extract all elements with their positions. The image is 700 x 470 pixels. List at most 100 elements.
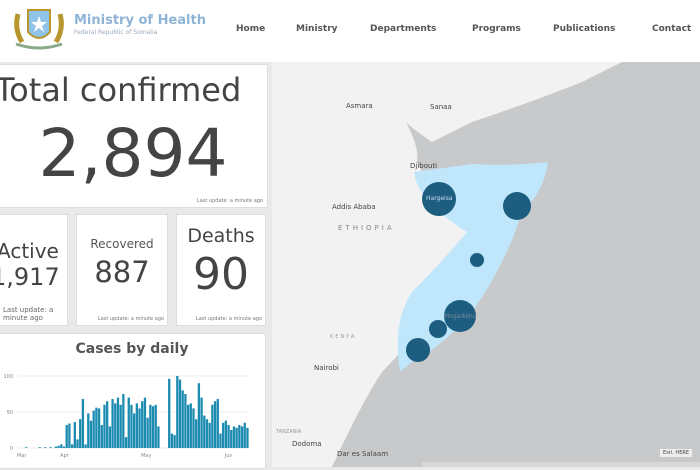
y-tick-label: 0	[10, 446, 13, 452]
recovered-label: Recovered	[90, 237, 154, 251]
bubble-south	[429, 320, 447, 338]
bar	[224, 420, 228, 448]
bar	[216, 399, 219, 448]
bar	[124, 437, 128, 448]
deaths-updated: Last update: a minute ago	[195, 316, 262, 322]
bar	[186, 404, 190, 448]
total-confirmed-card: Total confirmed 2,894 Last update: a min…	[0, 64, 268, 208]
map[interactable]: Asmara Sanaa Djibouti Addis Ababa ETHIOP…	[272, 62, 700, 467]
active-value: 1,917	[0, 263, 60, 291]
bar	[205, 419, 209, 448]
nav-ministry[interactable]: Ministry	[296, 24, 338, 34]
bar	[240, 426, 244, 448]
bar	[62, 446, 66, 448]
bar	[178, 379, 182, 448]
bar	[146, 417, 149, 448]
map-label: Nairobi	[314, 364, 339, 372]
y-tick-label: 50	[7, 410, 13, 416]
bar	[70, 444, 74, 448]
bar	[208, 422, 211, 448]
active-label: Active	[0, 239, 59, 263]
nav-contact[interactable]: Contact	[652, 24, 692, 34]
map-label: Dodoma	[292, 440, 322, 448]
bar	[25, 447, 28, 448]
bar	[157, 426, 160, 448]
bar	[68, 423, 71, 448]
x-tick-label: Mar	[17, 453, 27, 459]
bar	[43, 447, 47, 448]
nav-programs[interactable]: Programs	[472, 24, 521, 34]
nav-departments[interactable]: Departments	[370, 24, 437, 34]
map-label: Djibouti	[410, 162, 438, 170]
x-tick-label: Apr	[60, 453, 70, 459]
bar	[192, 408, 195, 448]
map-label: ETHIOPIA	[338, 224, 395, 232]
bar	[95, 407, 98, 448]
map-attribution[interactable]: Esri, HERE	[660, 449, 692, 457]
bar	[219, 433, 222, 448]
bar	[176, 376, 179, 448]
total-label: Total confirmed	[0, 71, 242, 109]
map-base	[272, 62, 700, 467]
bar	[60, 444, 63, 448]
bar	[227, 424, 230, 448]
recovered-card: Recovered 887 Last update: a minute ago	[76, 214, 168, 326]
nav-home[interactable]: Home	[236, 24, 266, 34]
bar	[243, 422, 246, 448]
recovered-value: 887	[94, 255, 150, 289]
bar	[81, 399, 85, 448]
active-card: Active 1,917 Last update: a minute ago	[0, 214, 68, 326]
bar	[127, 397, 130, 448]
bar	[238, 424, 241, 448]
bar	[119, 404, 122, 448]
bar	[143, 397, 147, 448]
deaths-label: Deaths	[187, 225, 255, 247]
daily-cases-chart: 0 50 100 Mar Apr May Jun	[3, 374, 249, 459]
bar	[38, 447, 41, 448]
bar	[122, 394, 125, 448]
bar	[87, 413, 90, 448]
bar	[200, 397, 203, 448]
map-label: KENYA	[330, 334, 357, 340]
bar	[135, 403, 138, 448]
bar	[168, 378, 171, 448]
bar	[151, 406, 155, 448]
chart-title: Cases by daily	[75, 341, 189, 357]
bar	[213, 401, 217, 448]
y-tick-label: 100	[3, 374, 13, 380]
bar	[197, 383, 201, 448]
brand-subtitle: Federal Republic of Somalia	[74, 29, 158, 36]
map-label: Sanaa	[430, 103, 452, 111]
bar	[114, 403, 117, 448]
deaths-value: 90	[193, 249, 249, 300]
bar	[203, 415, 206, 448]
bar	[65, 424, 68, 448]
total-value: 2,894	[38, 115, 228, 192]
x-tick-label: May	[141, 453, 151, 459]
bar	[211, 404, 214, 448]
bar	[111, 399, 114, 448]
bubble-hargeisa	[422, 182, 456, 216]
bar	[141, 401, 144, 448]
recovered-updated: Last update: a minute ago	[97, 316, 164, 322]
bar	[189, 403, 192, 448]
bar	[232, 426, 236, 448]
bubble-mogadishu	[444, 300, 476, 332]
map-label: TANZANIA	[276, 429, 302, 435]
active-updated: Last update: a minute ago	[3, 306, 54, 322]
deaths-card: Deaths 90 Last update: a minute ago	[176, 214, 266, 326]
nav-publications[interactable]: Publications	[553, 24, 616, 34]
bar	[100, 424, 103, 448]
bar	[97, 408, 101, 448]
bar	[222, 422, 225, 448]
brand-title: Ministry of Health	[74, 13, 206, 28]
bar	[235, 427, 238, 448]
map-label: Asmara	[346, 102, 373, 110]
daily-cases-chart-card: Cases by daily 0 50 100 Mar Apr May Jun	[0, 333, 266, 469]
coat-of-arms-logo[interactable]	[10, 4, 68, 50]
bar	[246, 427, 249, 448]
bar	[133, 413, 136, 448]
bar	[170, 433, 174, 448]
bar	[181, 390, 184, 448]
bar	[173, 435, 176, 448]
